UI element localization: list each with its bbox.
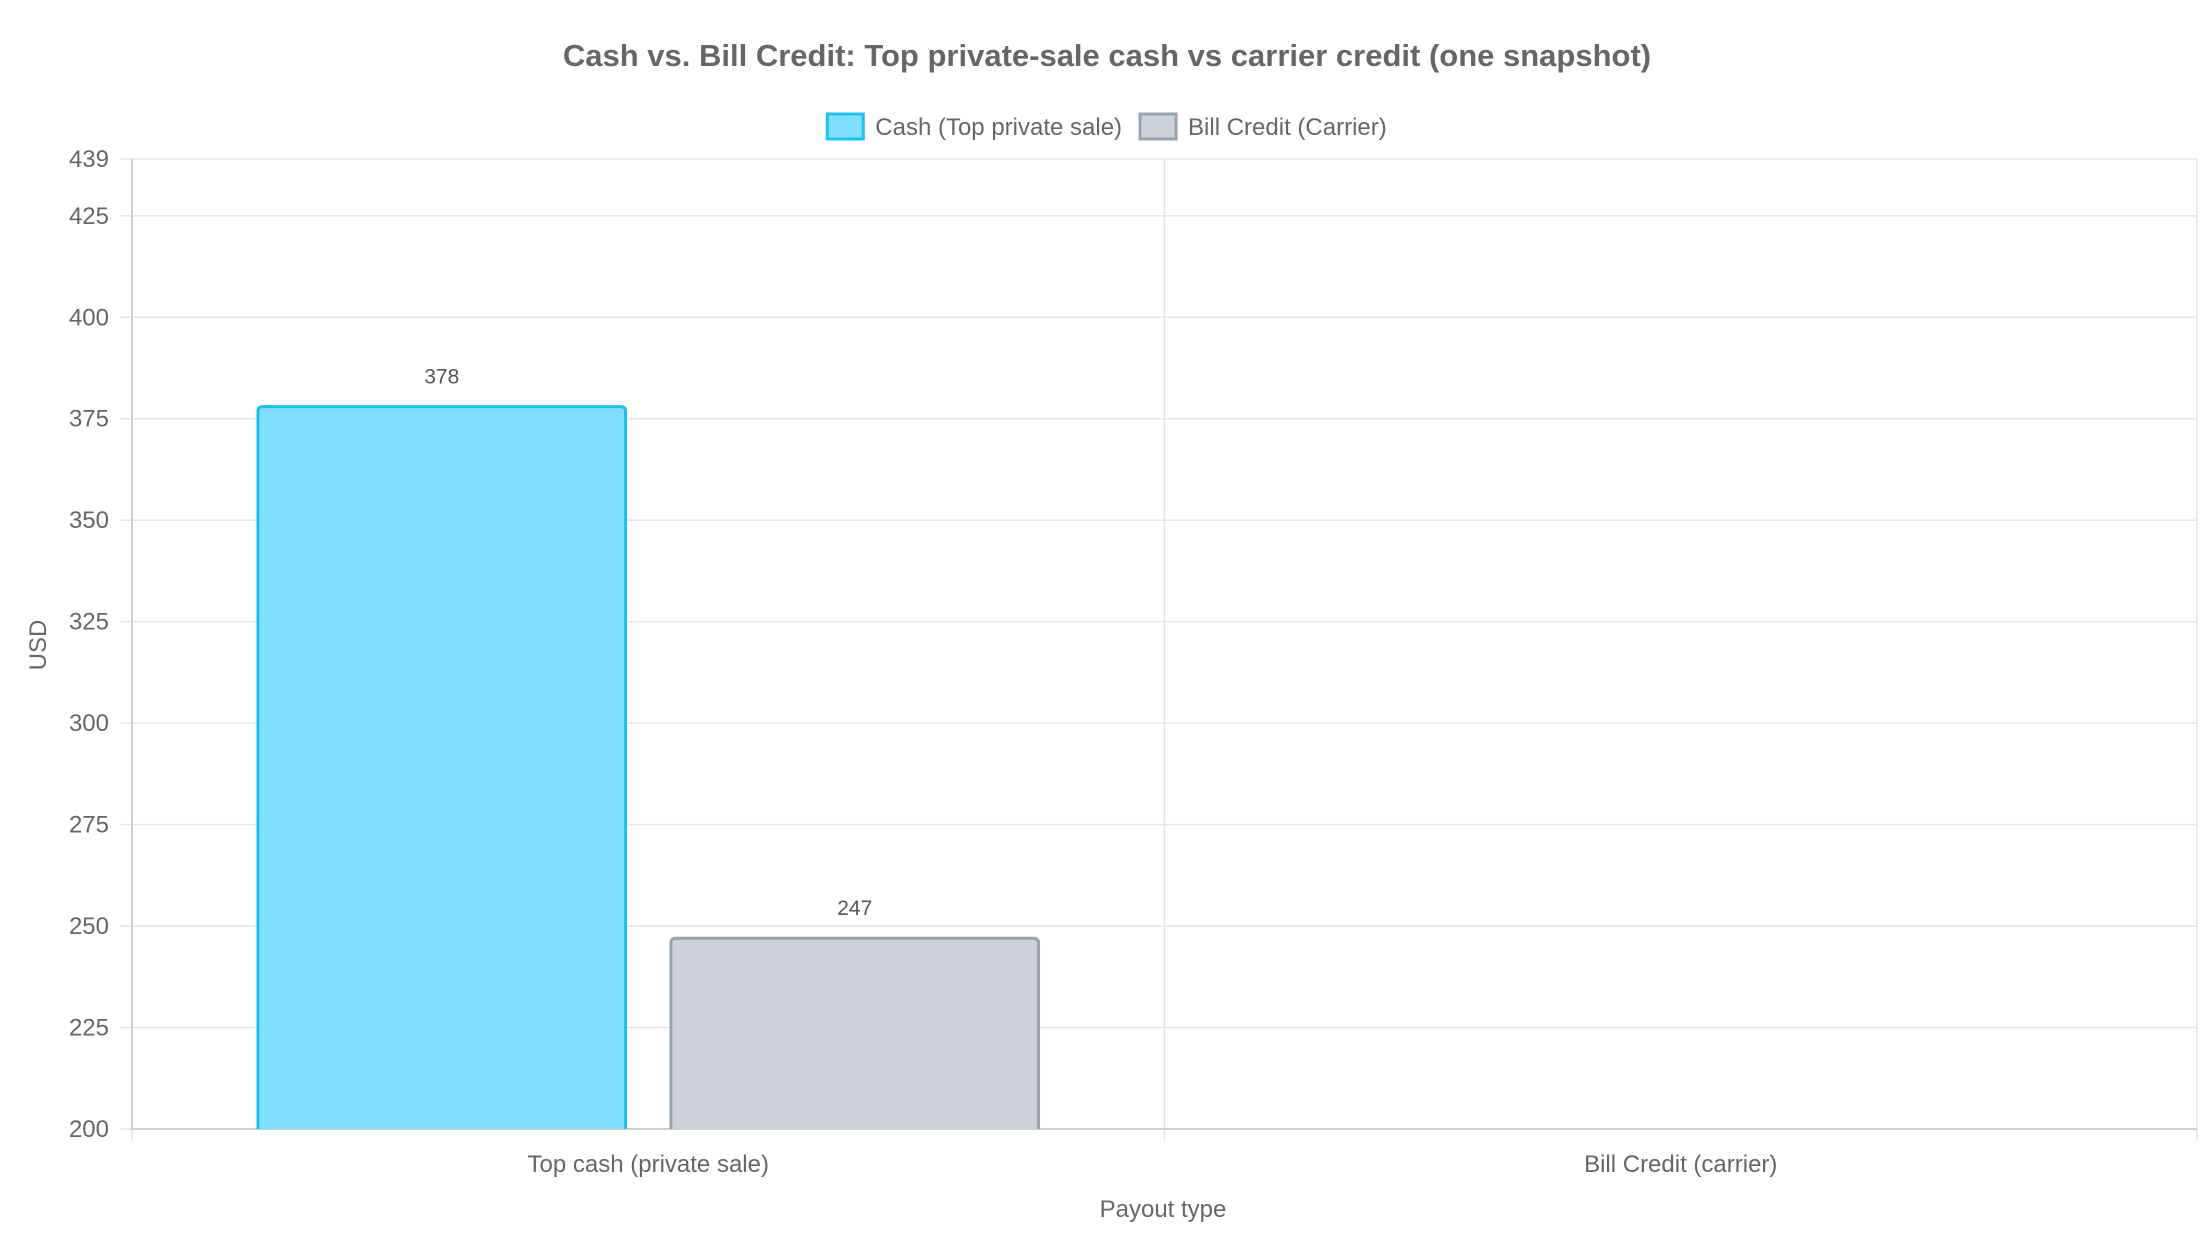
x-tick-label: Bill Credit (carrier) (1584, 1151, 1777, 1178)
bar-bill-credit[interactable] (669, 936, 1041, 1129)
legend: Cash (Top private sale) Bill Credit (Carr… (825, 112, 1387, 141)
chart-title: Cash vs. Bill Credit: Top private-sale c… (563, 38, 1651, 73)
data-labels: 378 247 (424, 366, 872, 921)
y-axis-title: USD (25, 620, 52, 671)
y-tick-label: 375 (69, 406, 109, 433)
bars (256, 405, 1041, 1129)
y-tick-label: 439 (69, 146, 109, 173)
y-tick-label: 350 (69, 507, 109, 534)
x-tick-label: Top cash (private sale) (528, 1151, 769, 1178)
y-tick-label: 200 (69, 1116, 109, 1143)
y-tick-label: 400 (69, 304, 109, 331)
y-axis-ticks: 200 225 250 275 300 325 350 375 400 425 439 (69, 146, 109, 1143)
data-label: 247 (837, 897, 872, 920)
y-tick-label: 300 (69, 710, 109, 737)
y-tick-label: 225 (69, 1015, 109, 1042)
x-axis-title: Payout type (1100, 1196, 1227, 1223)
y-tick-label: 275 (69, 812, 109, 839)
legend-swatch[interactable] (1138, 112, 1178, 141)
data-label: 378 (424, 366, 459, 389)
legend-label: Cash (Top private sale) (875, 114, 1122, 141)
y-tick-label: 425 (69, 203, 109, 230)
y-tick-label: 250 (69, 913, 109, 940)
bar-cash[interactable] (256, 405, 628, 1129)
x-axis-ticks: Top cash (private sale) Bill Credit (carr… (528, 1151, 1778, 1178)
legend-swatch[interactable] (825, 112, 865, 141)
y-tick-label: 325 (69, 609, 109, 636)
legend-label: Bill Credit (Carrier) (1188, 114, 1387, 141)
